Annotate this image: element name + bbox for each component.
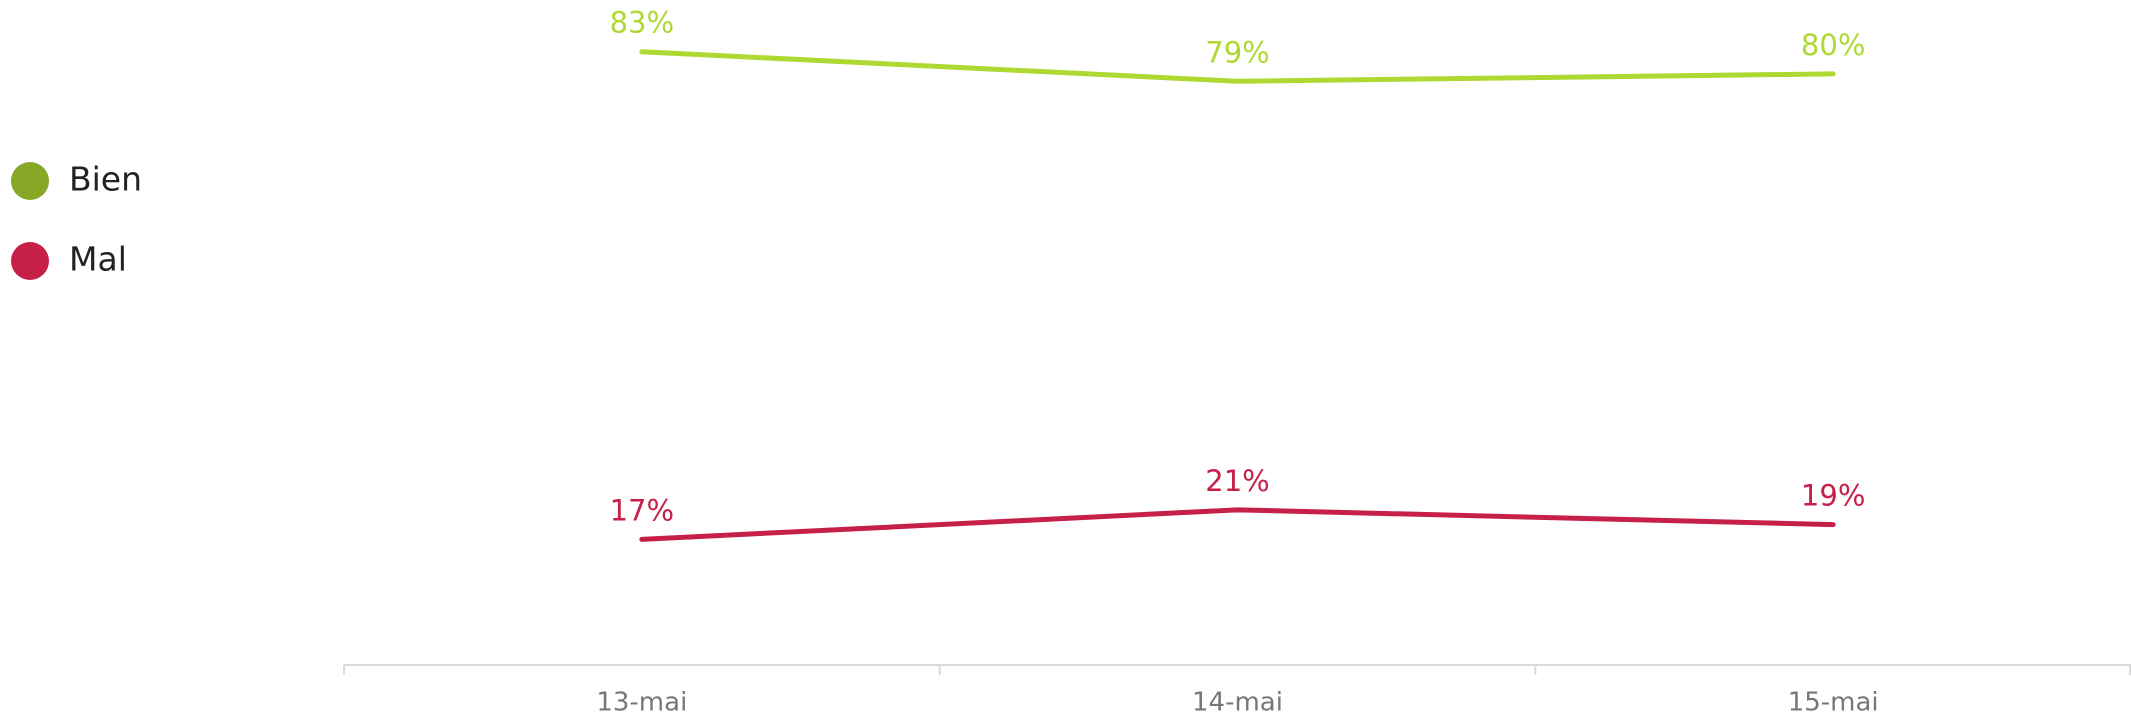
x-tick-label: 13-mai xyxy=(596,688,687,716)
legend-marker xyxy=(11,162,49,200)
x-tick-label: 15-mai xyxy=(1788,688,1879,716)
legend-marker xyxy=(11,242,49,280)
legend-label: Mal xyxy=(69,240,127,279)
line xyxy=(639,49,1836,84)
value-label: 83% xyxy=(610,6,674,40)
value-label: 17% xyxy=(610,493,674,527)
legend-label: Bien xyxy=(69,160,142,199)
value-label: 21% xyxy=(1205,464,1269,498)
value-label: 80% xyxy=(1801,28,1865,62)
value-label: 19% xyxy=(1801,479,1865,513)
x-tick-label: 14-mai xyxy=(1192,688,1283,716)
value-label: 79% xyxy=(1205,35,1269,69)
line xyxy=(639,507,1836,542)
